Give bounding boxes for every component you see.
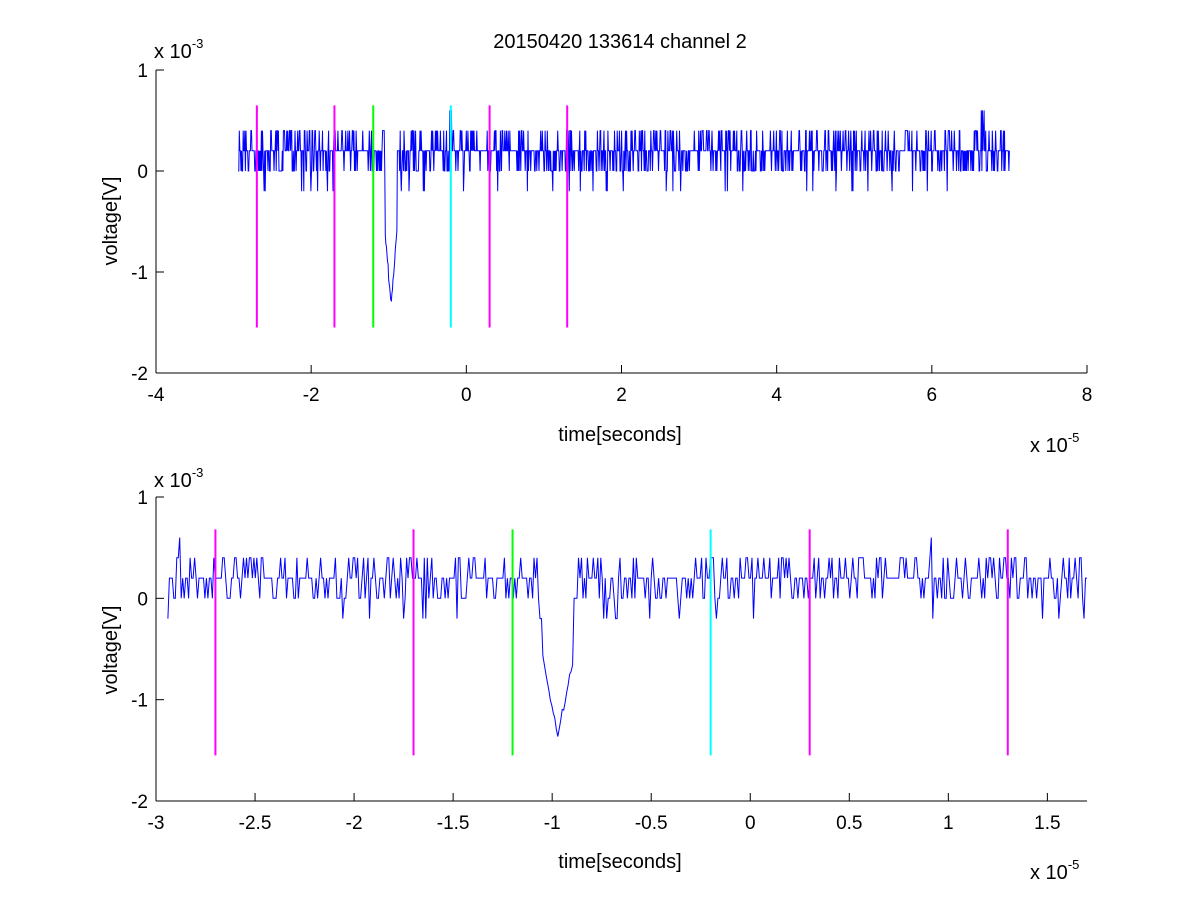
x-tick-label: -2.5 [239, 813, 272, 834]
x-multiplier: x 10-5 [1030, 430, 1079, 457]
y-tick-label: -2 [131, 792, 148, 813]
y-axis-label: voltage[V] [100, 177, 122, 266]
y-tick-label: -1 [131, 691, 148, 712]
x-tick-label: -2 [346, 813, 363, 834]
x-tick-label: -1.5 [437, 813, 470, 834]
x-tick-label: 0.5 [836, 813, 862, 834]
svg-text:x 10-5: x 10-5 [1030, 430, 1079, 457]
x-tick-label: -2 [303, 385, 320, 406]
x-tick-label: -0.5 [635, 813, 668, 834]
x-tick-label: 0 [461, 385, 472, 406]
x-axis-label: time[seconds] [558, 851, 681, 873]
y-multiplier-text: x 10 [154, 470, 192, 492]
x-tick-label: 1 [943, 813, 954, 834]
x-tick-label: -4 [148, 385, 165, 406]
y-axis-label: voltage[V] [100, 606, 122, 695]
x-tick-label: 4 [771, 385, 782, 406]
x-tick-label: 2 [616, 385, 627, 406]
x-tick-label: 6 [927, 385, 938, 406]
x-tick-label: -1 [544, 813, 561, 834]
x-multiplier-text: x 10 [1030, 435, 1068, 457]
x-tick-label: 1.5 [1034, 813, 1060, 834]
x-tick-label: 8 [1082, 385, 1093, 406]
y-tick-label: -1 [131, 263, 148, 284]
signal-trace [167, 537, 1087, 737]
y-multiplier-exp: -3 [192, 36, 204, 51]
svg-text:x 10-3: x 10-3 [154, 465, 203, 492]
svg-text:x 10-5: x 10-5 [1030, 857, 1079, 884]
plot-top: x 10-3 x 10-5 time[seconds] voltage[V] -… [100, 36, 1092, 457]
y-multiplier-text: x 10 [154, 41, 192, 63]
y-tick-label: 0 [137, 162, 148, 183]
x-multiplier-exp: -5 [1068, 857, 1080, 872]
y-tick-label: 0 [137, 589, 148, 610]
y-tick-label: 1 [137, 488, 148, 509]
chart-title: 20150420 133614 channel 2 [493, 31, 747, 53]
plot-bottom: x 10-3 x 10-5 time[seconds] voltage[V] -… [100, 465, 1087, 884]
x-tick-label: 0 [745, 813, 756, 834]
y-tick-label: 1 [137, 61, 148, 82]
y-tick-label: -2 [131, 364, 148, 385]
x-axis-label: time[seconds] [558, 424, 681, 446]
signal-trace [238, 110, 1010, 303]
x-tick-label: -3 [148, 813, 165, 834]
x-multiplier: x 10-5 [1030, 857, 1079, 884]
y-multiplier: x 10-3 [154, 36, 203, 63]
y-multiplier: x 10-3 [154, 465, 203, 492]
x-multiplier-text: x 10 [1030, 862, 1068, 884]
x-multiplier-exp: -5 [1068, 430, 1080, 445]
svg-text:x 10-3: x 10-3 [154, 36, 203, 63]
y-multiplier-exp: -3 [192, 465, 204, 480]
